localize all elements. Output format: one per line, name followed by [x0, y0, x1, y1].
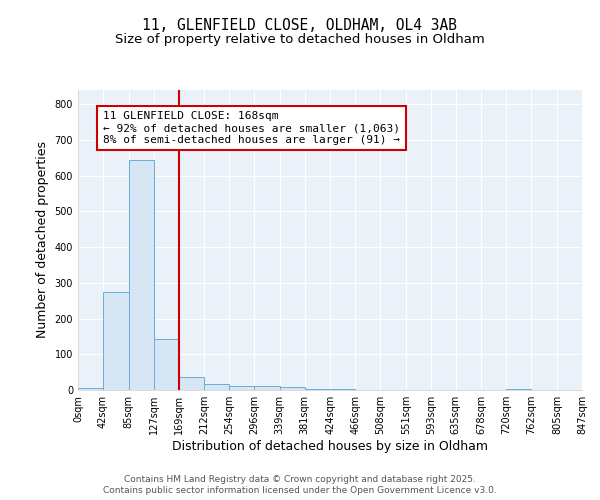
Text: Contains public sector information licensed under the Open Government Licence v3: Contains public sector information licen…	[103, 486, 497, 495]
Bar	[204, 384, 229, 390]
Text: Contains HM Land Registry data © Crown copyright and database right 2025.: Contains HM Land Registry data © Crown c…	[124, 475, 476, 484]
Bar	[103, 292, 128, 390]
Bar	[78, 388, 103, 390]
Bar	[128, 160, 154, 390]
Bar	[254, 386, 280, 390]
Bar	[506, 389, 532, 390]
Text: 11, GLENFIELD CLOSE, OLDHAM, OL4 3AB: 11, GLENFIELD CLOSE, OLDHAM, OL4 3AB	[143, 18, 458, 32]
Bar	[229, 386, 254, 390]
Bar	[280, 387, 305, 390]
Bar	[154, 340, 179, 390]
Y-axis label: Number of detached properties: Number of detached properties	[36, 142, 49, 338]
Text: 11 GLENFIELD CLOSE: 168sqm
← 92% of detached houses are smaller (1,063)
8% of se: 11 GLENFIELD CLOSE: 168sqm ← 92% of deta…	[103, 112, 400, 144]
Bar	[305, 388, 330, 390]
Bar	[179, 377, 204, 390]
Text: Size of property relative to detached houses in Oldham: Size of property relative to detached ho…	[115, 32, 485, 46]
X-axis label: Distribution of detached houses by size in Oldham: Distribution of detached houses by size …	[172, 440, 488, 453]
